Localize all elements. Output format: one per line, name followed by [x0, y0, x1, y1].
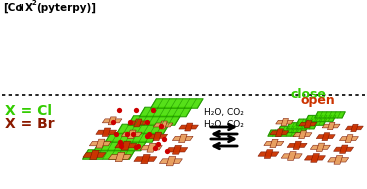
Polygon shape	[316, 135, 335, 139]
Polygon shape	[339, 145, 348, 153]
Text: X = Br: X = Br	[5, 117, 55, 131]
Polygon shape	[339, 137, 359, 141]
Polygon shape	[83, 150, 135, 159]
Polygon shape	[102, 119, 122, 123]
Polygon shape	[328, 158, 349, 162]
Polygon shape	[102, 128, 110, 136]
Polygon shape	[304, 120, 312, 128]
Polygon shape	[94, 141, 146, 151]
Polygon shape	[166, 148, 188, 152]
Polygon shape	[264, 141, 284, 146]
Polygon shape	[153, 123, 173, 127]
Polygon shape	[121, 141, 131, 150]
Text: 2: 2	[32, 0, 37, 6]
Polygon shape	[172, 145, 181, 154]
Polygon shape	[96, 139, 105, 148]
Polygon shape	[334, 156, 343, 164]
Polygon shape	[159, 159, 182, 163]
Polygon shape	[115, 143, 137, 148]
Polygon shape	[345, 126, 363, 130]
Polygon shape	[128, 116, 181, 125]
Polygon shape	[310, 145, 330, 149]
Polygon shape	[322, 133, 330, 141]
Polygon shape	[140, 146, 162, 150]
Text: (pyterpy)]: (pyterpy)]	[36, 3, 96, 13]
Polygon shape	[128, 130, 136, 139]
Text: X = Cl: X = Cl	[5, 104, 52, 118]
Polygon shape	[105, 133, 158, 142]
Polygon shape	[276, 120, 294, 124]
Polygon shape	[89, 141, 111, 146]
Polygon shape	[147, 134, 168, 138]
Text: open: open	[301, 94, 335, 107]
Polygon shape	[115, 152, 125, 162]
Polygon shape	[296, 119, 327, 125]
Polygon shape	[311, 154, 319, 162]
Polygon shape	[281, 154, 302, 158]
Polygon shape	[150, 99, 203, 108]
Polygon shape	[159, 121, 167, 129]
Polygon shape	[264, 150, 273, 158]
Polygon shape	[108, 117, 116, 125]
Polygon shape	[258, 152, 279, 156]
Polygon shape	[293, 141, 301, 149]
Polygon shape	[147, 143, 156, 152]
Polygon shape	[117, 124, 169, 134]
Polygon shape	[276, 129, 283, 137]
Polygon shape	[287, 143, 307, 147]
Polygon shape	[179, 134, 187, 143]
Polygon shape	[277, 126, 308, 132]
Polygon shape	[134, 157, 157, 161]
Text: X: X	[25, 3, 33, 13]
Polygon shape	[141, 154, 150, 164]
Polygon shape	[268, 130, 298, 136]
Polygon shape	[185, 123, 193, 131]
Polygon shape	[305, 115, 336, 122]
Polygon shape	[121, 132, 142, 136]
Polygon shape	[90, 150, 99, 160]
Polygon shape	[179, 125, 199, 129]
Text: [Co: [Co	[3, 3, 23, 13]
Polygon shape	[166, 156, 176, 166]
Polygon shape	[134, 119, 142, 127]
Polygon shape	[139, 107, 192, 117]
Polygon shape	[287, 123, 317, 129]
Text: H₂O, CO₂: H₂O, CO₂	[204, 120, 244, 129]
Text: H₂O, CO₂: H₂O, CO₂	[204, 108, 244, 117]
Polygon shape	[293, 133, 312, 137]
Polygon shape	[334, 147, 353, 151]
Polygon shape	[322, 124, 340, 128]
Polygon shape	[96, 130, 117, 134]
Polygon shape	[316, 143, 325, 151]
Polygon shape	[172, 136, 193, 140]
Polygon shape	[83, 153, 106, 157]
Polygon shape	[153, 132, 161, 141]
Polygon shape	[351, 124, 358, 132]
Polygon shape	[315, 112, 345, 118]
Polygon shape	[287, 152, 296, 160]
Polygon shape	[304, 156, 326, 160]
Polygon shape	[270, 131, 289, 135]
Polygon shape	[281, 119, 288, 126]
Polygon shape	[299, 122, 317, 126]
Text: II: II	[18, 4, 24, 13]
Text: close: close	[290, 88, 326, 101]
Polygon shape	[270, 139, 278, 148]
Polygon shape	[128, 121, 148, 125]
Polygon shape	[345, 135, 353, 143]
Polygon shape	[108, 155, 131, 159]
Polygon shape	[299, 131, 306, 139]
Polygon shape	[327, 122, 335, 130]
